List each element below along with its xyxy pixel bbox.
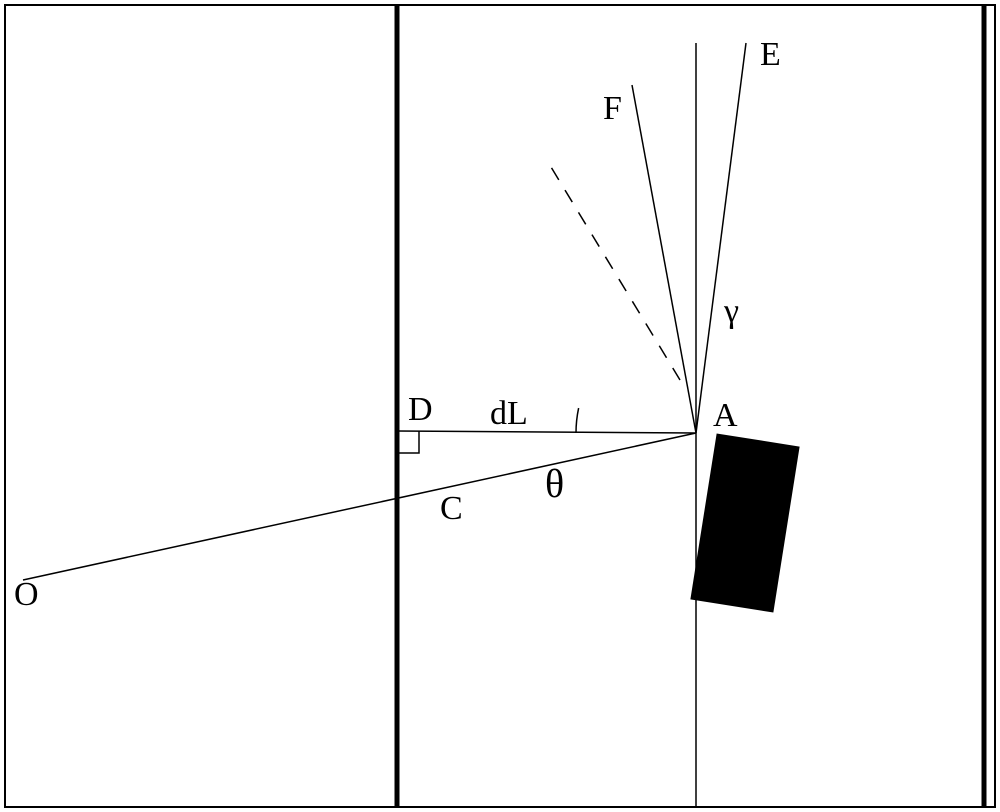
label-C: C [440,490,463,527]
label-gamma: γ [723,293,739,330]
label-F: F [603,90,622,127]
label-D: D [408,391,433,428]
label-A: A [713,397,738,434]
diagram-canvas: O D C A E F dL θ γ [0,0,1000,812]
label-theta: θ [545,461,564,506]
line-OA [23,433,696,580]
line-DA [397,431,696,433]
label-dL: dL [490,395,528,432]
label-E: E [760,36,781,73]
label-O: O [14,576,39,613]
line-AE [696,43,746,433]
right-angle-marker [397,431,419,453]
vehicle-shape [690,433,799,612]
line-AF [632,85,696,433]
line-dashed [548,162,680,380]
angle-theta-arc [576,408,579,433]
